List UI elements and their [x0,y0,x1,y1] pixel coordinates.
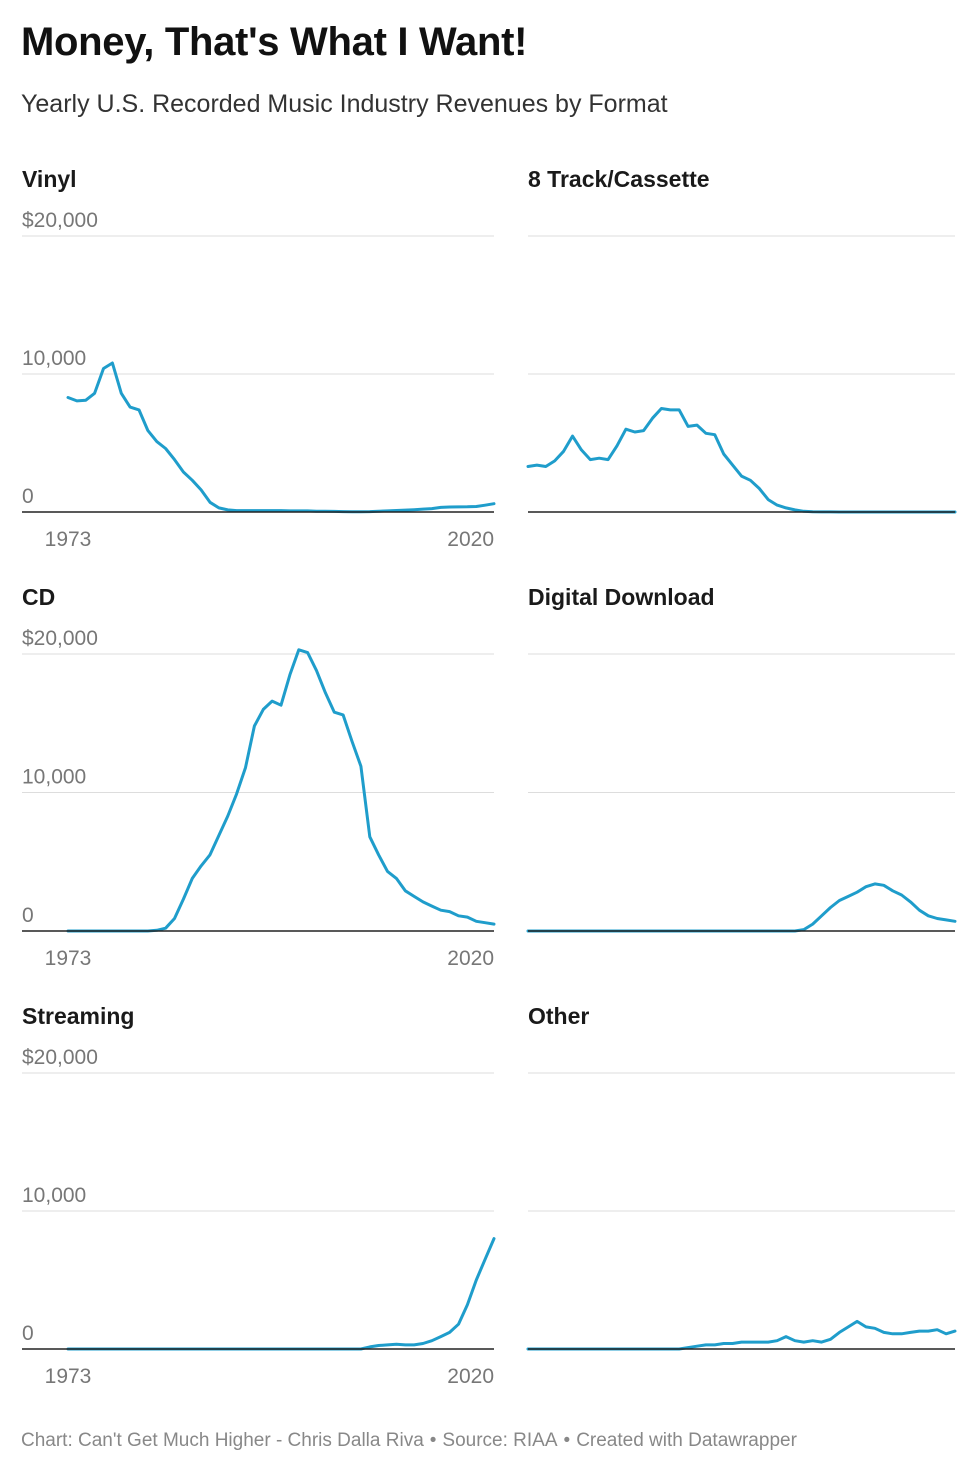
cd-x-tick-label: 1973 [45,947,92,970]
vinyl-y-tick-label: $20,000 [22,209,98,232]
streaming-x-tick-label: 2020 [447,1365,494,1388]
cd-y-tick-label: 10,000 [22,766,86,789]
streaming-x-tick-label: 1973 [45,1365,92,1388]
footer-credit: Chart: Can't Get Much Higher - Chris Dal… [21,1430,424,1451]
streaming-series-line [66,1237,496,1351]
streaming-y-tick-label: $20,000 [22,1046,98,1069]
panel-title-digital-download: Digital Download [528,584,715,610]
vinyl-series-line [66,361,496,514]
digital-download-series-line [526,882,957,933]
vinyl-y-tick-label: 10,000 [22,347,86,370]
streaming-y-tick-label: 10,000 [22,1184,86,1207]
footer-made-with: Created with Datawrapper [576,1430,797,1451]
panel-title-8track-cassette: 8 Track/Cassette [528,166,710,192]
vinyl-x-tick-label: 2020 [447,528,494,551]
footer-source: Source: RIAA [442,1430,558,1451]
panel-title-cd: CD [22,584,56,610]
footer-separator: • [429,1430,437,1451]
cd-y-tick-label: $20,000 [22,627,98,650]
panel-title-streaming: Streaming [22,1003,135,1029]
vinyl-x-tick-label: 1973 [45,528,92,551]
panel-title-other: Other [528,1003,590,1029]
chart-footer: Chart: Can't Get Much Higher - Chris Dal… [21,1430,797,1452]
cd-x-tick-label: 2020 [447,947,494,970]
cd-y-tick-label: 0 [22,904,34,927]
vinyl-y-tick-label: 0 [22,485,34,508]
8-track-cassette-series-line [526,407,957,514]
panel-title-vinyl: Vinyl [22,166,77,192]
footer-separator: • [563,1430,571,1451]
streaming-y-tick-label: 0 [22,1322,34,1345]
page-subtitle: Yearly U.S. Recorded Music Industry Reve… [21,90,668,118]
other-series-line [526,1319,957,1351]
page-title: Money, That's What I Want! [21,20,528,64]
cd-series-line [66,648,496,933]
